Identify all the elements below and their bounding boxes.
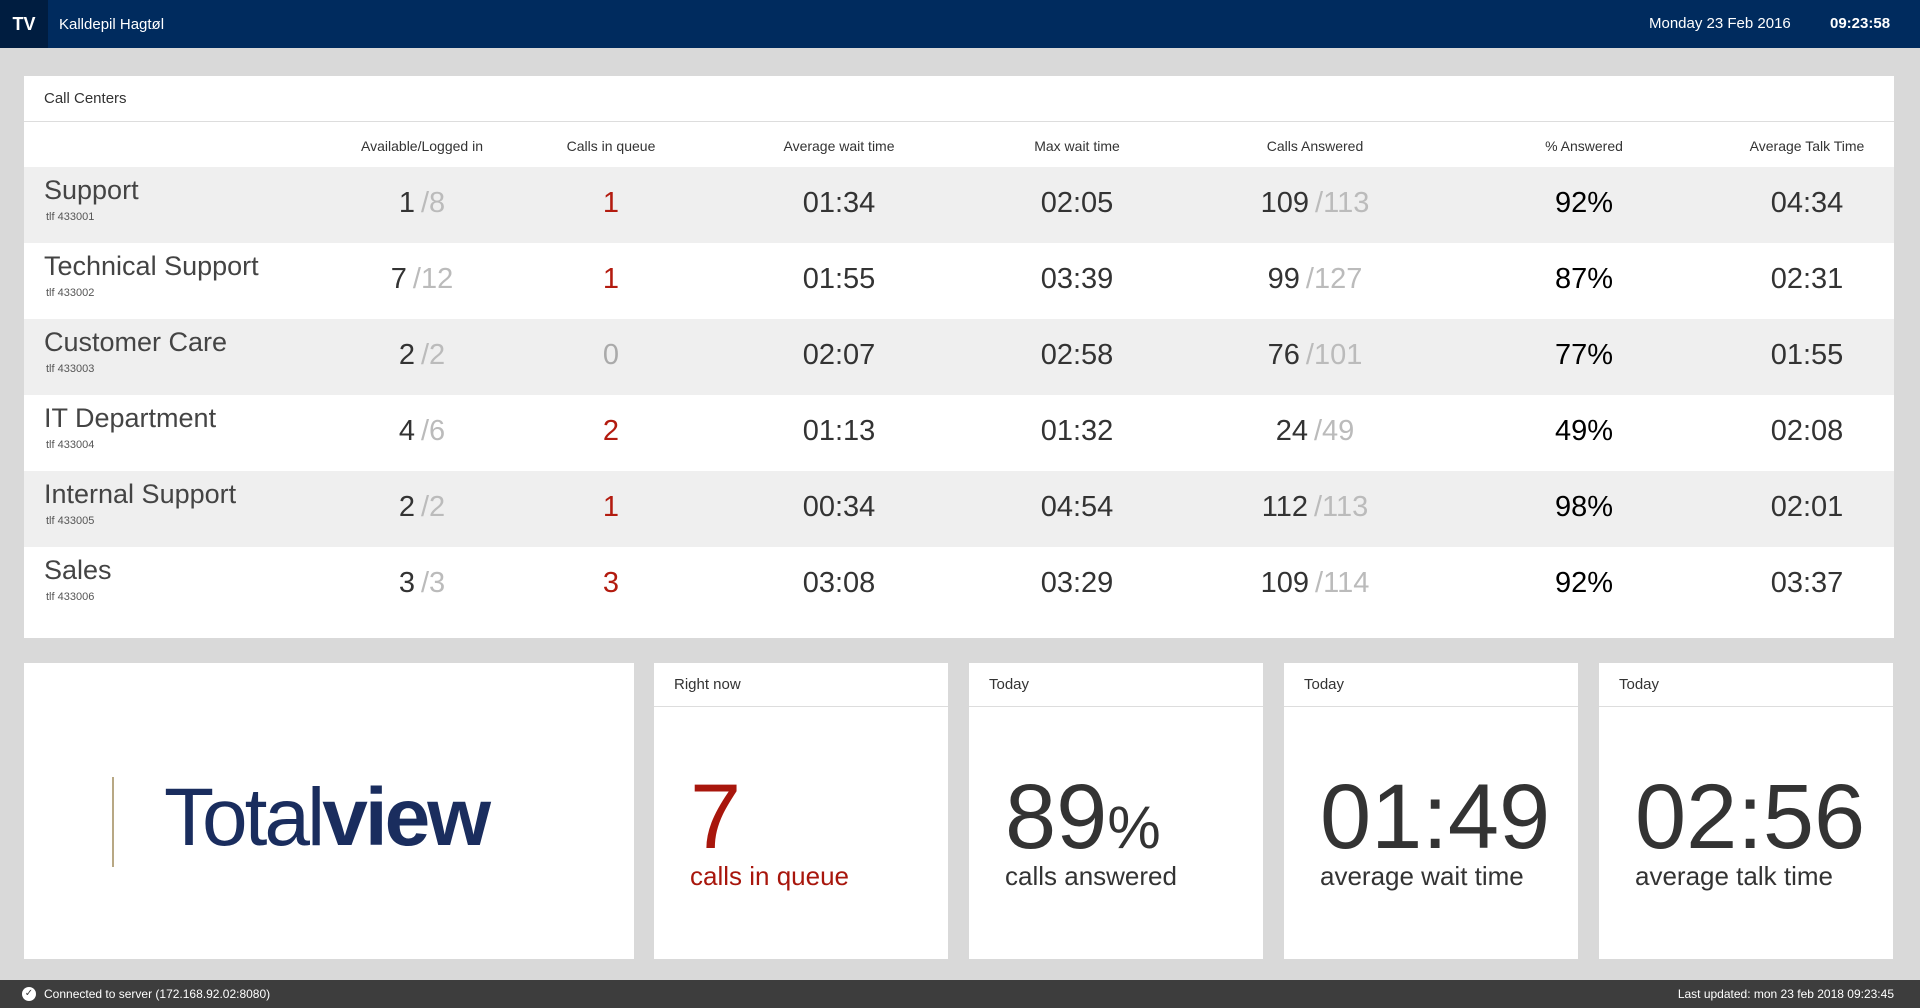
call-center-phone: tlf 433005 (46, 515, 95, 527)
stat-value: 01:49 (1320, 766, 1551, 868)
column-header: Average wait time (783, 138, 895, 154)
table-row[interactable]: Sales tlf 433006 3/3 3 03:08 03:29 109/114 92% 0… (24, 547, 1894, 623)
call-center-phone: tlf 433004 (46, 439, 95, 451)
available-logged-cell: 2/2 (398, 339, 446, 371)
column-header: Calls Answered (1266, 138, 1364, 154)
status-footer: ✓ Connected to server (172.168.92.02:808… (0, 980, 1920, 1008)
available-logged-cell: 2/2 (398, 491, 446, 523)
app-badge[interactable]: TV (0, 0, 48, 48)
last-updated: Last updated: mon 23 feb 2018 09:23:45 (1677, 987, 1894, 1001)
logo-divider (112, 777, 114, 867)
queue-cell: 1 (602, 263, 620, 295)
avg-talk-cell: 02:31 (1770, 263, 1844, 295)
avg-talk-cell: 02:01 (1770, 491, 1844, 523)
table-row[interactable]: IT Department tlf 433004 4/6 2 01:13 01:32 24/… (24, 395, 1894, 471)
stat-tile-talk: Today 02:56 average talk time (1599, 663, 1893, 959)
queue-cell: 2 (602, 415, 620, 447)
stat-value: 89% (1005, 766, 1161, 868)
stat-tile-queue: Right now 7 calls in queue (654, 663, 948, 959)
max-wait-cell: 01:32 (1040, 415, 1114, 447)
avg-talk-cell: 04:34 (1770, 187, 1844, 219)
table-row[interactable]: Customer Care tlf 433003 2/2 0 02:07 02:58 76/… (24, 319, 1894, 395)
queue-cell: 3 (602, 567, 620, 599)
call-center-name: Customer Care (44, 327, 228, 357)
calls-answered-cell: 24/49 (1275, 415, 1355, 447)
call-center-phone: tlf 433003 (46, 363, 95, 375)
stat-value: 7 (690, 766, 742, 868)
top-bar: TV Kalldepil Hagtøl Monday 23 Feb 2016 0… (0, 0, 1920, 48)
call-center-name: IT Department (44, 403, 217, 433)
pct-answered-cell: 77% (1554, 339, 1614, 371)
avg-talk-cell: 01:55 (1770, 339, 1844, 371)
queue-cell: 1 (602, 491, 620, 523)
check-circle-icon: ✓ (22, 987, 36, 1001)
stat-tile-header: Today (1599, 663, 1893, 707)
avg-wait-cell: 01:13 (802, 415, 876, 447)
stat-tile-header: Today (969, 663, 1263, 707)
pct-answered-cell: 98% (1554, 491, 1614, 523)
logo-tile: Totalview (24, 663, 634, 959)
stat-label: average wait time (1320, 861, 1524, 891)
call-center-name: Technical Support (44, 251, 259, 281)
column-header: Average Talk Time (1749, 138, 1865, 154)
column-header: % Answered (1545, 138, 1623, 154)
stat-label: average talk time (1635, 861, 1833, 891)
call-center-phone: tlf 433001 (46, 211, 95, 223)
max-wait-cell: 03:39 (1040, 263, 1114, 295)
totalview-logo: Totalview (164, 772, 491, 863)
call-center-name: Sales (44, 555, 112, 585)
call-center-name: Internal Support (44, 479, 237, 509)
max-wait-cell: 02:58 (1040, 339, 1114, 371)
column-header: Calls in queue (566, 138, 656, 154)
column-header: Max wait time (1034, 138, 1120, 154)
stat-label: calls answered (1005, 861, 1177, 891)
call-center-phone: tlf 433002 (46, 287, 95, 299)
pct-answered-cell: 49% (1554, 415, 1614, 447)
pct-answered-cell: 92% (1554, 567, 1614, 599)
avg-wait-cell: 00:34 (802, 491, 876, 523)
max-wait-cell: 04:54 (1040, 491, 1114, 523)
queue-cell: 0 (602, 339, 620, 371)
panel-title: Call Centers (24, 76, 1894, 122)
column-header: Available/Logged in (361, 138, 483, 154)
pct-answered-cell: 87% (1554, 263, 1614, 295)
call-center-name: Support (44, 175, 139, 205)
available-logged-cell: 7/12 (390, 263, 454, 295)
avg-wait-cell: 03:08 (802, 567, 876, 599)
calls-answered-cell: 112/113 (1261, 491, 1369, 523)
calls-answered-cell: 99/127 (1267, 263, 1363, 295)
avg-wait-cell: 01:55 (802, 263, 876, 295)
call-center-phone: tlf 433006 (46, 591, 95, 603)
available-logged-cell: 3/3 (398, 567, 446, 599)
call-centers-panel: Call Centers Available/Logged in Calls i… (24, 76, 1894, 638)
max-wait-cell: 03:29 (1040, 567, 1114, 599)
stat-tile-wait: Today 01:49 average wait time (1284, 663, 1578, 959)
table-row[interactable]: Support tlf 433001 1/8 1 01:34 02:05 109/113 92… (24, 167, 1894, 243)
stat-label: calls in queue (690, 861, 849, 891)
calls-answered-cell: 109/114 (1260, 567, 1370, 599)
available-logged-cell: 1/8 (398, 187, 446, 219)
available-logged-cell: 4/6 (398, 415, 446, 447)
avg-wait-cell: 02:07 (802, 339, 876, 371)
pct-answered-cell: 92% (1554, 187, 1614, 219)
table-row[interactable]: Internal Support tlf 433005 2/2 1 00:34 04:54… (24, 471, 1894, 547)
table-header: Available/Logged in Calls in queue Avera… (24, 122, 1894, 167)
max-wait-cell: 02:05 (1040, 187, 1114, 219)
avg-talk-cell: 02:08 (1770, 415, 1844, 447)
app-name: Kalldepil Hagtøl (59, 15, 165, 33)
connection-status: Connected to server (172.168.92.02:8080) (44, 987, 271, 1001)
avg-talk-cell: 03:37 (1770, 567, 1844, 599)
stat-tile-header: Right now (654, 663, 948, 707)
current-time: 09:23:58 (1830, 15, 1891, 32)
calls-answered-cell: 76/101 (1267, 339, 1363, 371)
avg-wait-cell: 01:34 (802, 187, 876, 219)
stat-tile-answered: Today 89% calls answered (969, 663, 1263, 959)
stat-tile-header: Today (1284, 663, 1578, 707)
current-date: Monday 23 Feb 2016 (1649, 15, 1791, 32)
stat-value: 02:56 (1635, 766, 1866, 868)
queue-cell: 1 (602, 187, 620, 219)
calls-answered-cell: 109/113 (1260, 187, 1370, 219)
table-row[interactable]: Technical Support tlf 433002 7/12 1 01:55 03:… (24, 243, 1894, 319)
